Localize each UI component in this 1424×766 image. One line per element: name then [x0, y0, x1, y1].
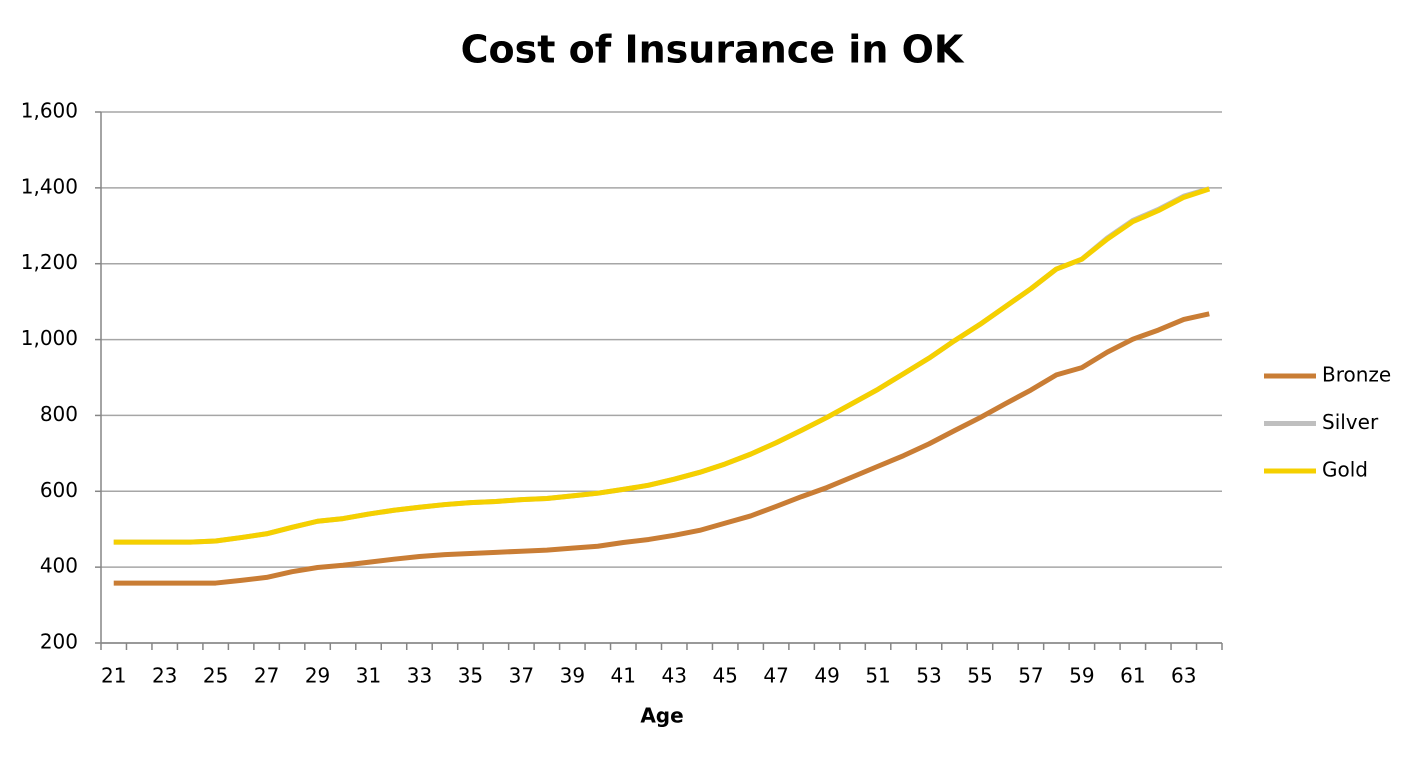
x-tick-label: 61	[1120, 664, 1145, 688]
x-tick-label: 57	[1018, 664, 1043, 688]
x-tick-label: 33	[407, 664, 432, 688]
line-series	[113, 186, 1211, 545]
x-tick-label: 63	[1171, 664, 1196, 688]
x-tick-label: 45	[712, 664, 737, 688]
x-tick-label: 37	[509, 664, 534, 688]
y-tick-label: 200	[40, 630, 78, 654]
line-series	[113, 311, 1210, 586]
y-tick-label: 400	[40, 554, 78, 578]
x-tick-label: 21	[101, 664, 126, 688]
legend-label: Bronze	[1322, 363, 1391, 387]
x-tick-label: 47	[763, 664, 788, 688]
x-tick-label: 53	[916, 664, 941, 688]
x-tick-label: 23	[152, 664, 177, 688]
x-tick-label: 39	[560, 664, 585, 688]
legend-label: Silver	[1322, 410, 1379, 434]
y-tick-label: 600	[40, 478, 78, 502]
x-tick-label: 31	[356, 664, 381, 688]
x-tick-label: 41	[611, 664, 636, 688]
y-tick-label: 800	[40, 402, 78, 426]
x-tick-label: 55	[967, 664, 992, 688]
legend-label: Gold	[1322, 458, 1368, 482]
x-axis-label: Age	[640, 704, 683, 728]
x-tick-label: 43	[662, 664, 687, 688]
x-tick-label: 59	[1069, 664, 1094, 688]
x-tick-label: 51	[865, 664, 890, 688]
x-tick-label: 27	[254, 664, 279, 688]
y-tick-label: 1,000	[21, 326, 78, 350]
x-tick-label: 49	[814, 664, 839, 688]
line-series	[113, 186, 1210, 545]
y-tick-label: 1,200	[21, 250, 78, 274]
x-tick-label: 29	[305, 664, 330, 688]
x-tick-label: 25	[203, 664, 228, 688]
chart-title: Cost of Insurance in OK	[461, 28, 965, 72]
y-tick-label: 1,600	[21, 99, 78, 123]
y-tick-label: 1,400	[21, 174, 78, 198]
x-tick-label: 35	[458, 664, 483, 688]
